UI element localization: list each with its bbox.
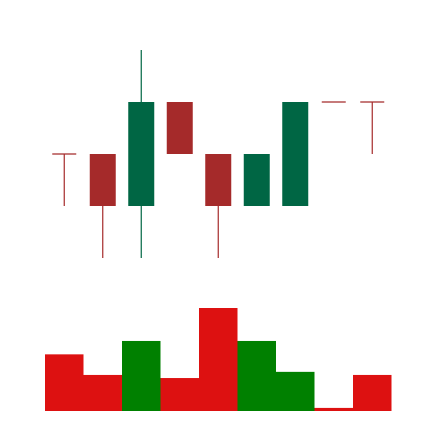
candle-body [89,154,116,206]
candle-7 [282,102,309,206]
volume-bar-4 [160,378,199,411]
candle-2 [89,154,116,258]
volume-bar-2 [83,374,122,411]
volume-bar-8 [314,407,353,411]
candle-3 [128,50,155,258]
candle-body [243,154,270,206]
volume-bar-6 [237,340,276,411]
candle-body [282,102,309,206]
price-panel [52,50,385,258]
volume-bar-1 [45,354,84,411]
candle-6 [243,154,270,206]
candle-1 [52,153,77,206]
volume-bar-9 [353,374,392,411]
candle-body [205,154,232,206]
volume-bar-5 [199,308,238,411]
candle-body [166,102,193,154]
candle-4 [166,102,193,154]
candle-body [128,102,155,206]
volume-bar-7 [276,371,315,411]
volume-panel [45,308,392,411]
volume-bar-3 [122,340,161,411]
candle-9 [360,101,385,154]
candle-5 [205,154,232,258]
